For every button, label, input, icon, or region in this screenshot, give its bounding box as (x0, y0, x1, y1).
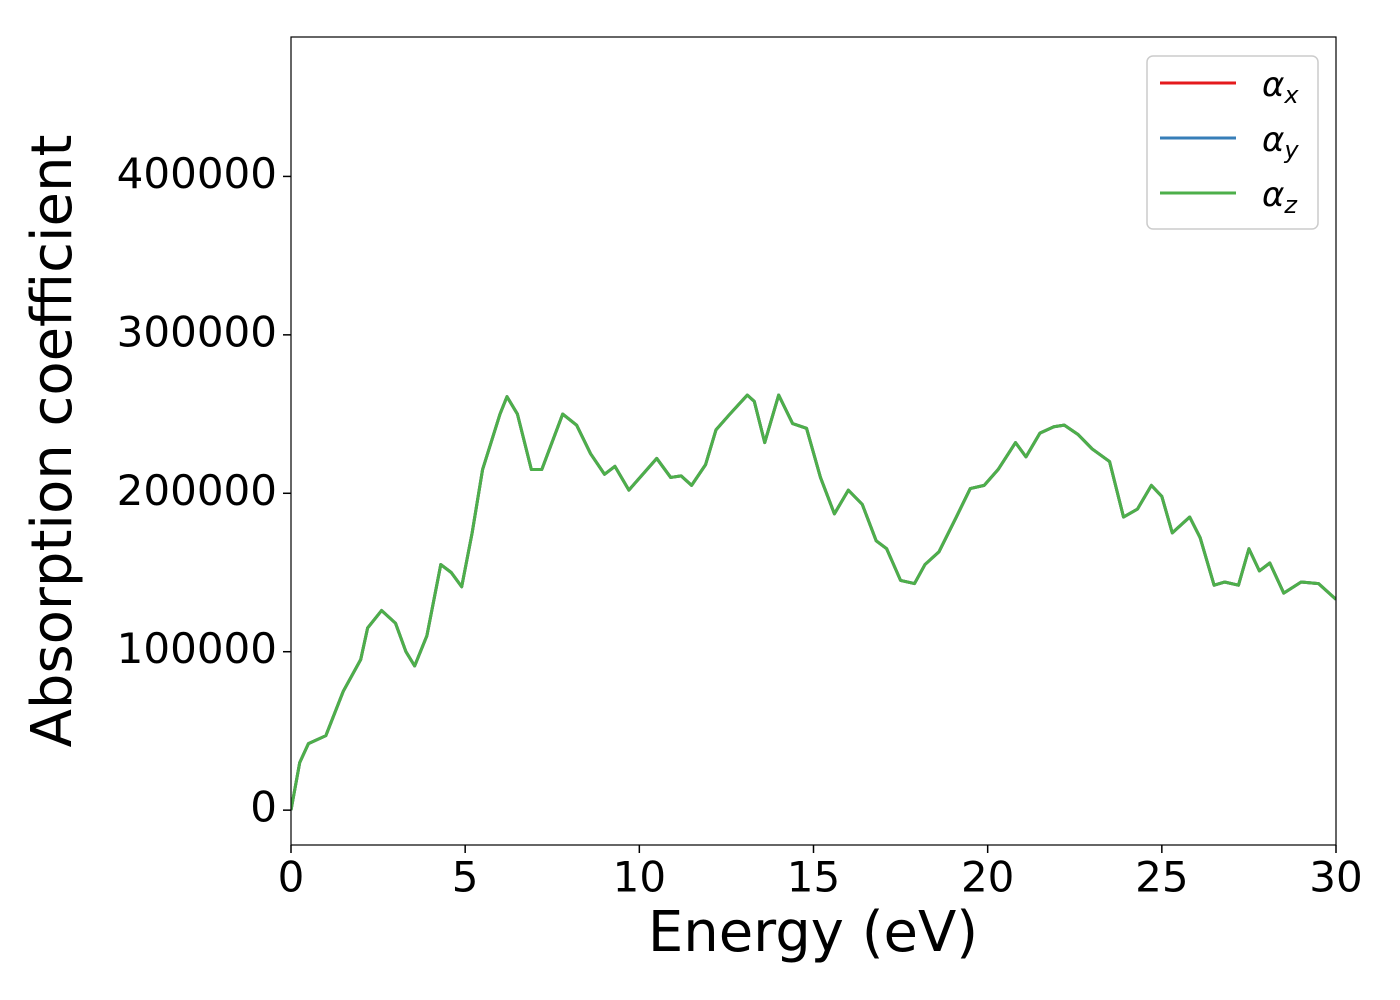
y-tick-label: 0 (250, 783, 277, 832)
legend-label: αy (1262, 120, 1299, 165)
x-tick-label: 25 (1135, 853, 1188, 902)
x-tick-label: 10 (613, 853, 666, 902)
x-tick-label: 30 (1309, 853, 1362, 902)
x-tick-label: 0 (278, 853, 305, 902)
legend-label: αx (1262, 65, 1299, 110)
y-tick-label: 300000 (117, 307, 277, 356)
y-tick-label: 100000 (117, 624, 277, 673)
legend-box (1146, 55, 1319, 230)
y-tick-label: 400000 (117, 149, 277, 198)
x-axis-label: Energy (eV) (648, 900, 978, 965)
x-tick-label: 5 (452, 853, 479, 902)
x-tick-label: 15 (787, 853, 840, 902)
y-tick-label: 200000 (117, 466, 277, 515)
x-tick-label: 20 (961, 853, 1014, 902)
y-axis-label: Absorption coefficient (20, 135, 85, 748)
data-line (291, 393, 1336, 811)
plot-frame (290, 36, 1337, 846)
legend-label: αz (1262, 175, 1298, 220)
